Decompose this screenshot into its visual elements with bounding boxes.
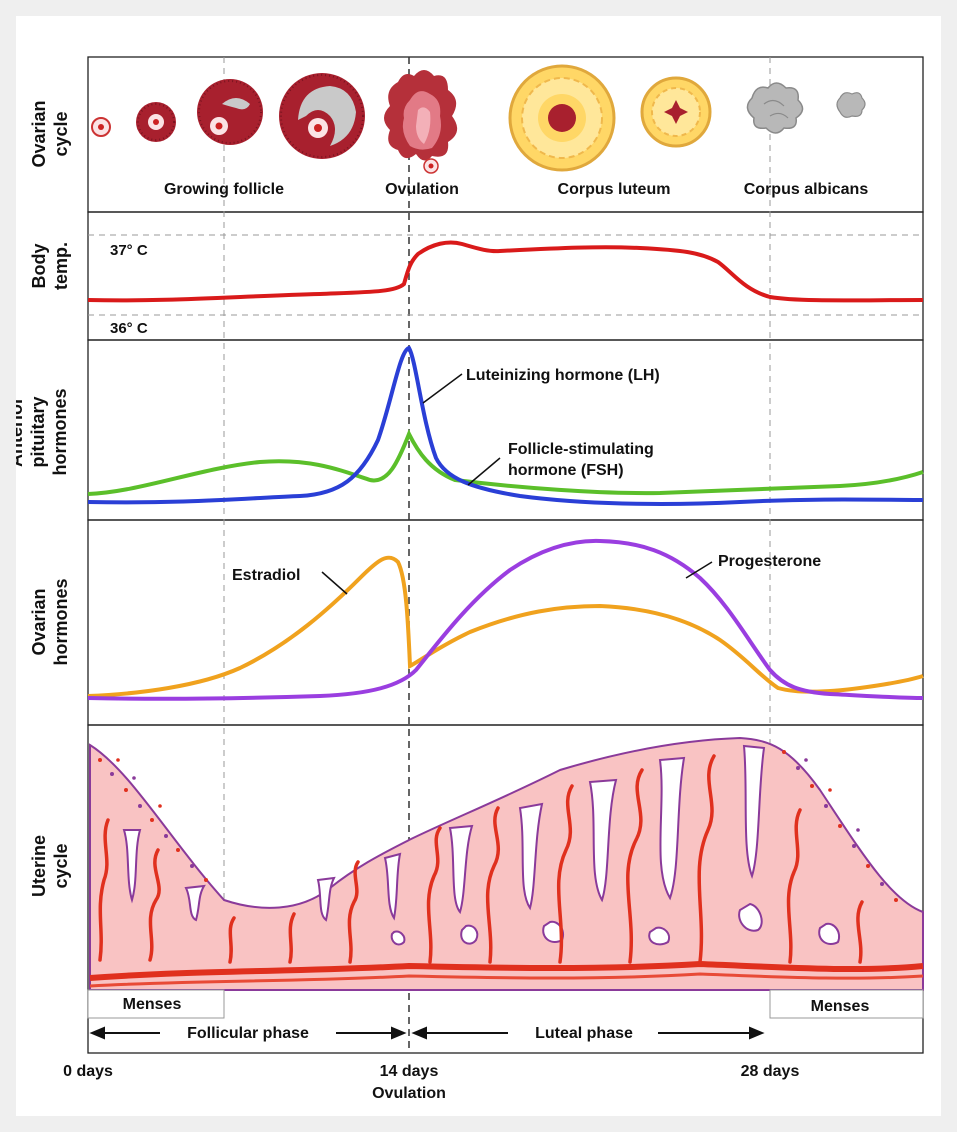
corpus-luteum-large bbox=[508, 64, 616, 172]
endometrium-layer bbox=[89, 736, 924, 991]
day-28-label: 28 days bbox=[741, 1063, 800, 1080]
row-label-temp-2: temp. bbox=[51, 242, 71, 290]
temp-reference-lines bbox=[88, 234, 923, 316]
corpus-luteum-small bbox=[640, 76, 712, 148]
temp-36-label: 36° C bbox=[110, 320, 148, 337]
row-label-uterine-1: Uterine bbox=[29, 835, 49, 897]
ovary-stage-labels: Growing follicle Ovulation Corpus luteum… bbox=[164, 181, 868, 198]
fsh-leader-line bbox=[467, 457, 501, 486]
phase-guides bbox=[223, 57, 771, 1015]
basal-artery-inner bbox=[89, 972, 924, 988]
label-ovulation: Ovulation bbox=[385, 181, 459, 198]
row-label-ovh-2: hormones bbox=[51, 578, 71, 665]
row-label-pit-1: Anterior bbox=[16, 397, 26, 467]
lh-curve bbox=[87, 345, 924, 506]
follicle-primordial bbox=[91, 117, 111, 137]
follicular-phase-label: Follicular phase bbox=[187, 1025, 309, 1042]
luteal-phase-label: Luteal phase bbox=[535, 1025, 633, 1042]
row-labels: Ovarian cycle Body temp. Anterior pituit… bbox=[16, 100, 71, 897]
body-temp-curve bbox=[87, 240, 924, 303]
menses-left-box bbox=[87, 989, 225, 1019]
day-labels: 0 days 14 days Ovulation 28 days bbox=[63, 1063, 799, 1102]
estradiol-leader-line bbox=[321, 571, 348, 595]
row-label-pit-3: hormones bbox=[50, 388, 70, 475]
lh-leader-line bbox=[422, 373, 463, 404]
corpus-albicans-small bbox=[836, 92, 866, 118]
progesterone-curve bbox=[87, 538, 924, 701]
progesterone-leader-line bbox=[685, 561, 713, 579]
menses-left-label: Menses bbox=[123, 996, 182, 1013]
follicle-ovulation bbox=[384, 70, 458, 174]
follicle-primary bbox=[136, 102, 176, 142]
follicle-mature bbox=[279, 73, 365, 159]
fsh-curve bbox=[87, 429, 924, 496]
label-growing-follicle: Growing follicle bbox=[164, 181, 284, 198]
ovary-illustrations bbox=[91, 64, 866, 174]
phase-arrows bbox=[89, 1026, 765, 1040]
progesterone-label: Progesterone bbox=[718, 553, 821, 570]
label-corpus-luteum: Corpus luteum bbox=[558, 181, 671, 198]
follicular-arrowhead-left bbox=[89, 1026, 105, 1040]
row-label-ovh-1: Ovarian bbox=[29, 588, 49, 655]
menses-right-box bbox=[769, 989, 924, 1019]
follicular-arrowhead-right bbox=[391, 1026, 407, 1040]
estradiol-curve bbox=[87, 555, 924, 698]
label-corpus-albicans: Corpus albicans bbox=[744, 181, 869, 198]
menses-right-label: Menses bbox=[811, 998, 870, 1015]
row-label-ovarian-1: Ovarian bbox=[29, 100, 49, 167]
day-0-label: 0 days bbox=[63, 1063, 113, 1080]
row-label-uterine-2: cycle bbox=[51, 843, 71, 888]
row-label-temp-1: Body bbox=[29, 244, 49, 289]
panel-frames bbox=[87, 56, 924, 1054]
cycle-diagram: Ovarian cycle Body temp. Anterior pituit… bbox=[16, 16, 941, 1116]
endometrium bbox=[89, 736, 924, 991]
row-label-pit-2: pituitary bbox=[28, 396, 48, 467]
luteal-arrowhead-right bbox=[749, 1026, 765, 1040]
menses-debris bbox=[98, 750, 898, 902]
lh-label: Luteinizing hormone (LH) bbox=[466, 367, 660, 384]
uterine-glands bbox=[122, 744, 840, 946]
follicle-secondary bbox=[197, 79, 263, 145]
fsh-label-line2: hormone (FSH) bbox=[508, 462, 624, 479]
row-label-ovarian-2: cycle bbox=[51, 111, 71, 156]
luteal-arrowhead-left bbox=[411, 1026, 427, 1040]
fsh-label-line1: Follicle-stimulating bbox=[508, 441, 654, 458]
day-14-label: 14 days bbox=[380, 1063, 439, 1080]
day-14-sub-label: Ovulation bbox=[372, 1085, 446, 1102]
corpus-albicans-large bbox=[746, 82, 804, 134]
temp-37-label: 37° C bbox=[110, 242, 148, 259]
basal-artery bbox=[89, 960, 924, 981]
estradiol-label: Estradiol bbox=[232, 567, 300, 584]
uterine-panel bbox=[87, 724, 924, 1054]
spiral-arteries bbox=[98, 754, 864, 964]
